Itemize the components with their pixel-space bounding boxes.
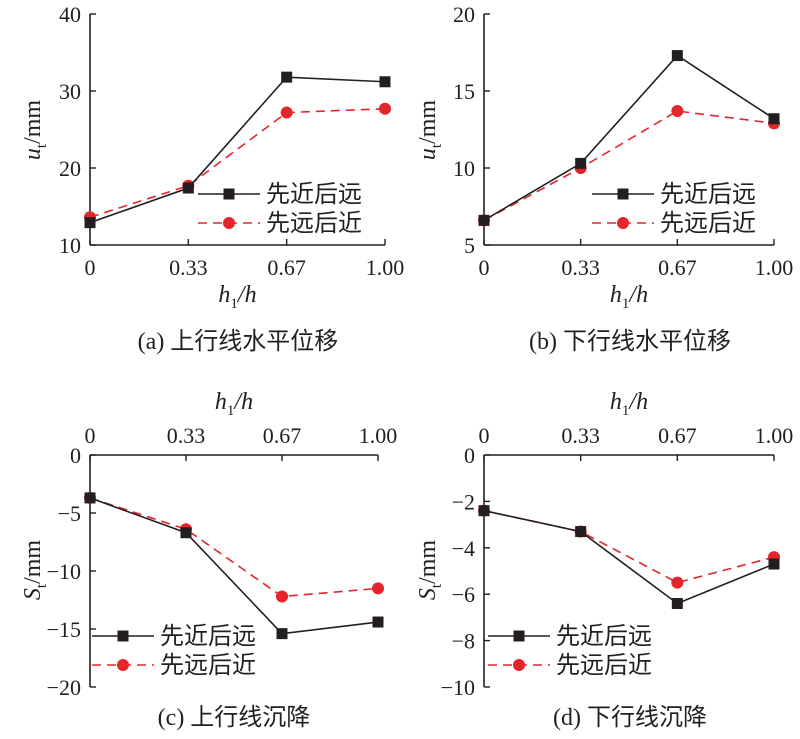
data-point-square: [281, 71, 293, 83]
y-tick-label: −2: [452, 489, 475, 514]
y-tick-label: −8: [452, 629, 475, 654]
y-tick-label: −10: [47, 559, 81, 584]
legend-label: 先远后近: [556, 652, 652, 679]
x-tick-label: 1.00: [755, 423, 794, 448]
panel-caption: (c) 上行线沉降: [158, 704, 311, 731]
y-tick-label: −4: [452, 536, 475, 561]
series-line-1: [89, 107, 386, 219]
chart-panel-2: −20 −15 −10 −5 00 0.33 0.67 1.00 h1/h St/mm 先近后远先远…: [20, 389, 397, 731]
data-point-square: [182, 182, 194, 194]
x-tick-label: 0: [85, 423, 96, 448]
y-tick-label: −5: [58, 501, 81, 526]
x-tick-label: 0.67: [658, 255, 697, 280]
data-point-square: [575, 157, 587, 169]
y-tick-label: 0: [70, 443, 81, 468]
series-line-1: [483, 110, 775, 222]
data-point-square: [768, 558, 780, 570]
data-point-circle: [280, 106, 293, 119]
series-line-0: [483, 54, 775, 222]
x-tick-label: 0.33: [561, 255, 600, 280]
data-point-square: [372, 616, 384, 628]
x-axis-label: h1/h: [218, 282, 256, 312]
data-point-square: [84, 492, 96, 504]
panel-caption: (b) 下行线水平位移: [529, 328, 731, 355]
y-tick-label: 15: [453, 79, 475, 104]
x-tick-label: 0.67: [263, 423, 302, 448]
y-axis-label: ut/mm: [415, 100, 445, 161]
series-line-0: [89, 76, 386, 224]
legend-marker-circle: [223, 217, 235, 229]
data-point-circle: [671, 105, 684, 118]
data-point-square: [768, 113, 780, 125]
y-tick-label: 20: [59, 156, 81, 181]
x-tick-label: 1.00: [366, 255, 405, 280]
legend-marker-square: [223, 188, 235, 200]
x-tick-label: 0.33: [167, 423, 206, 448]
legend-label: 先近后远: [266, 181, 362, 208]
x-axis-label: h1/h: [610, 282, 648, 312]
y-tick-label: −15: [47, 617, 81, 642]
legend-label: 先近后远: [660, 181, 756, 208]
data-point-square: [379, 76, 391, 88]
y-tick-label: 10: [59, 233, 81, 258]
data-point-square: [84, 217, 96, 229]
legend-marker-square: [617, 188, 629, 200]
legend-marker-circle: [117, 659, 129, 671]
x-axis-label: h1/h: [215, 389, 253, 419]
chart-panel-3: −10 −8 −6 −4 −2 00 0.33 0.67 1.00 h1/h St/mm 先近后远先远…: [415, 389, 793, 731]
legend-marker-circle: [513, 659, 525, 671]
panel-caption: (a) 上行线水平位移: [138, 328, 339, 355]
legend-marker-circle: [617, 217, 629, 229]
y-axis-label: St/mm: [415, 540, 445, 601]
y-tick-label: 30: [59, 79, 81, 104]
y-axis-label: St/mm: [20, 540, 50, 601]
legend-label: 先远后近: [160, 652, 256, 679]
x-tick-label: 0: [85, 255, 96, 280]
data-point-circle: [671, 576, 684, 589]
y-tick-label: −10: [441, 675, 475, 700]
series-line-0: [483, 509, 775, 605]
x-tick-label: 0.67: [658, 423, 697, 448]
y-tick-label: −6: [452, 582, 475, 607]
data-point-square: [478, 505, 490, 517]
data-point-square: [180, 527, 192, 539]
data-point-square: [671, 597, 683, 609]
x-axis-label: h1/h: [610, 389, 648, 419]
legend-label: 先远后近: [660, 210, 756, 237]
y-tick-label: 20: [453, 2, 475, 27]
legend-label: 先远后近: [266, 210, 362, 237]
y-tick-label: 10: [453, 156, 475, 181]
series-line-1: [89, 497, 379, 598]
data-point-square: [671, 50, 683, 62]
legend-marker-square: [513, 630, 525, 642]
legend-label: 先近后远: [556, 623, 652, 650]
x-tick-label: 1.00: [359, 423, 398, 448]
data-point-circle: [276, 590, 288, 603]
legend-label: 先近后远: [160, 623, 256, 650]
legend-marker-square: [117, 630, 129, 642]
y-tick-label: 0: [464, 443, 475, 468]
x-tick-label: 0: [479, 423, 490, 448]
x-tick-label: 0.33: [169, 255, 208, 280]
x-tick-label: 1.00: [755, 255, 794, 280]
data-point-circle: [379, 102, 391, 115]
y-tick-label: −20: [47, 675, 81, 700]
y-tick-label: 40: [59, 2, 81, 27]
y-axis-label: ut/mm: [20, 100, 50, 161]
y-tick-label: 5: [464, 233, 475, 258]
data-point-square: [478, 214, 490, 226]
x-tick-label: 0.33: [561, 423, 600, 448]
data-point-circle: [372, 582, 384, 595]
series-line-0: [89, 497, 379, 635]
data-point-square: [276, 628, 288, 640]
panel-caption: (d) 下行线沉降: [553, 704, 707, 731]
x-tick-label: 0.67: [267, 255, 306, 280]
data-point-square: [575, 526, 587, 538]
x-tick-label: 0: [479, 255, 490, 280]
series-line-1: [483, 509, 775, 584]
